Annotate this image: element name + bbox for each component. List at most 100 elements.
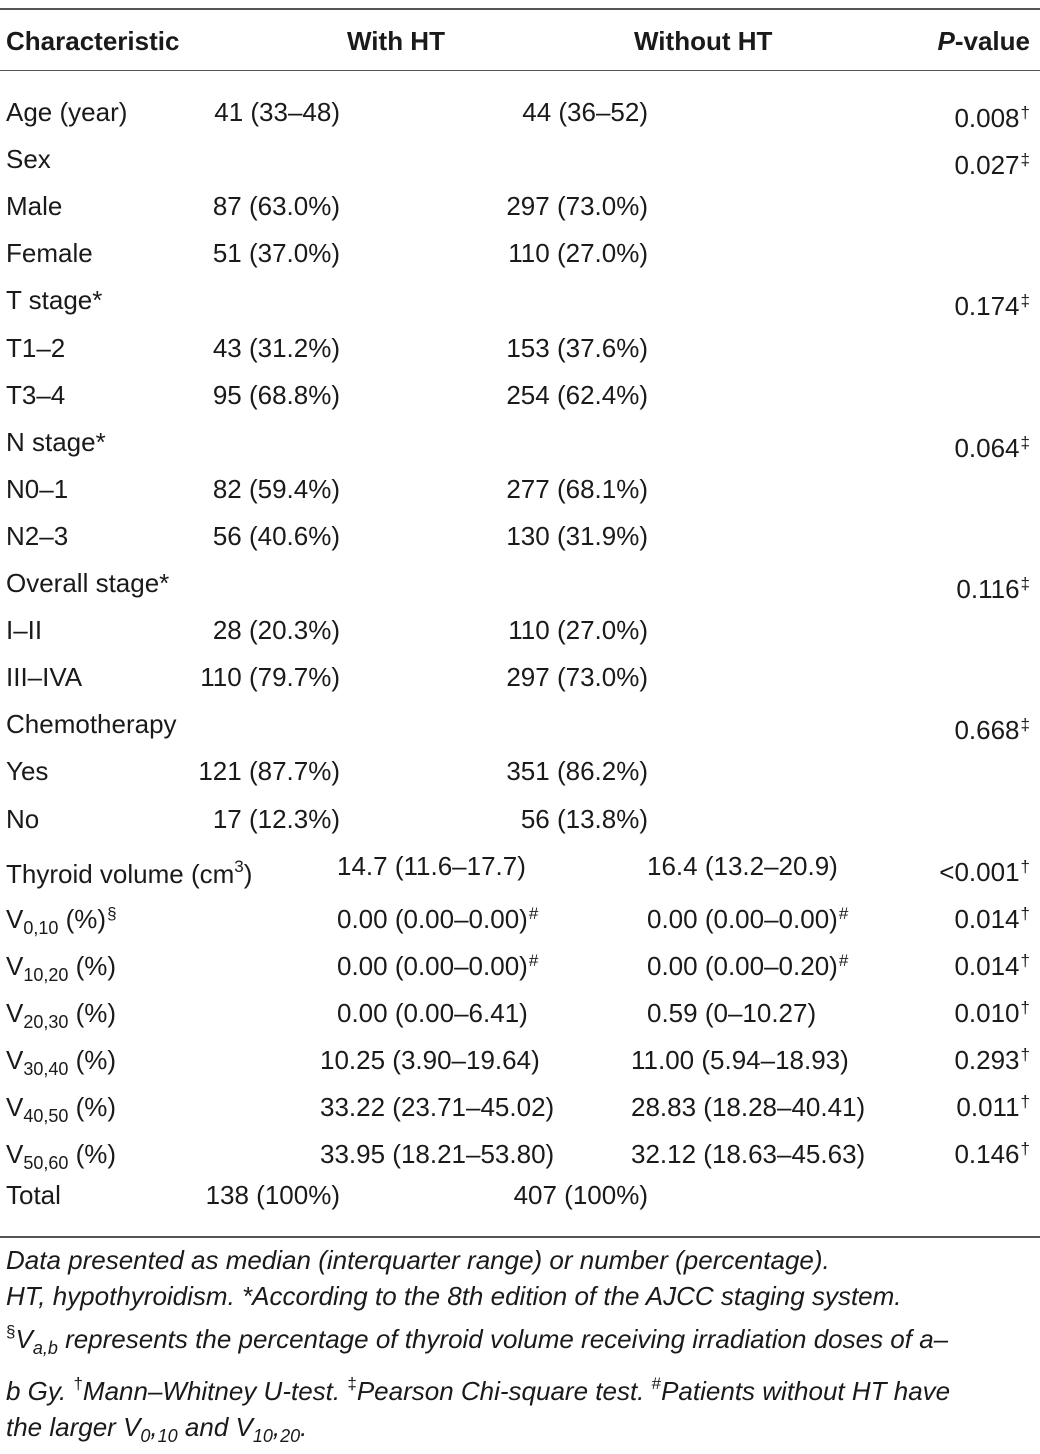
label-v: V: [6, 903, 24, 934]
label-v: V: [6, 1139, 24, 1170]
table-row: V30,40 (%) 10.25 (3.90–19.64) 11.00 (5.94–…: [0, 1031, 1040, 1079]
without-ht-value: 0.00 (0.00–0.20): [647, 950, 838, 981]
table-row: Total 138 (100%) 407 (100%): [0, 1172, 1040, 1219]
p-value-cell: [1029, 607, 1030, 660]
with-ht-cell: 33.22 (23.71–45.02): [320, 1078, 555, 1131]
table-row: N stage* 0.064‡: [0, 419, 1040, 466]
with-ht-value: 82 (59.4%): [212, 473, 340, 504]
table-row: Overall stage* 0.116‡: [0, 560, 1040, 607]
label-v: V: [6, 1045, 24, 1075]
test-mark: †: [1020, 103, 1030, 122]
with-ht-value: 121 (87.7%): [198, 756, 340, 787]
footnote-line-2: HT, hypothyroidism. *According to the 8t…: [6, 1281, 902, 1311]
with-ht-value: 51 (37.0%): [212, 238, 340, 269]
table-row: Yes 121 (87.7%) 351 (86.2%): [0, 748, 1040, 795]
row-label: T1–2: [6, 332, 66, 363]
footnote-line-1: Data presented as median (interquarter r…: [6, 1245, 830, 1275]
with-ht-value: 95 (68.8%): [212, 379, 340, 410]
test-mark: †: [1020, 997, 1030, 1017]
without-ht-value: 277 (68.1%): [506, 473, 648, 504]
p-value-cell: 0.064‡: [954, 419, 1030, 472]
table-row: Age (year) 41 (33–48) 44 (36–52) 0.008†: [0, 89, 1040, 136]
test-mark: ‡: [1020, 150, 1030, 170]
p-value: 0.116: [956, 574, 1020, 604]
row-label: Thyroid volume (cm3): [6, 843, 252, 898]
with-ht-value: 33.95 (18.21–53.80): [320, 1139, 555, 1170]
row-label: Chemotherapy: [6, 709, 177, 740]
label-v: V: [6, 1092, 24, 1123]
p-value: <0.001: [939, 856, 1020, 887]
table-bottom-rule: [0, 1236, 1040, 1238]
p-value: 0.011: [956, 1092, 1020, 1123]
label-suffix: (%): [68, 950, 117, 981]
row-label: Female: [6, 238, 93, 269]
row-label: V30,40 (%): [6, 1031, 117, 1093]
with-ht-mark: #: [528, 950, 539, 970]
p-value-cell: 0.010†: [954, 984, 1030, 1037]
without-ht-value: 297 (73.0%): [506, 191, 648, 222]
row-label: T3–4: [6, 379, 66, 410]
p-value-cell: [1029, 796, 1030, 849]
with-ht-cell: 0.00 (0.00–0.00)#: [337, 937, 538, 990]
table-row: T3–4 95 (68.8%) 254 (62.4%): [0, 372, 1040, 419]
label-sub: 40,50: [23, 1106, 69, 1127]
table-row: N0–1 82 (59.4%) 277 (68.1%): [0, 466, 1040, 513]
footnote-line-4: b Gy. †Mann–Whitney U-test. ‡Pearson Chi…: [6, 1374, 951, 1406]
with-ht-value: 56 (40.6%): [212, 520, 340, 551]
p-value-cell: 0.668‡: [954, 701, 1030, 754]
table-row: T1–2 43 (31.2%) 153 (37.6%): [0, 325, 1040, 372]
p-value: 0.010: [954, 997, 1020, 1028]
label-v: V: [6, 950, 24, 981]
header-p-rest: -value: [954, 26, 1030, 56]
test-mark: †: [1020, 1139, 1030, 1159]
without-ht-value: 407 (100%): [513, 1180, 648, 1211]
with-ht-value: 17 (12.3%): [212, 803, 340, 834]
p-value-cell: 0.146†: [954, 1125, 1030, 1178]
table-top-rule: [0, 8, 1040, 10]
table-row: Female 51 (37.0%) 110 (27.0%): [0, 230, 1040, 277]
table-row: No 17 (12.3%) 56 (13.8%): [0, 796, 1040, 843]
without-ht-value: 16.4 (13.2–20.9): [647, 850, 838, 881]
p-value-cell: 0.014†: [954, 937, 1030, 990]
p-value-cell: [1029, 325, 1030, 378]
p-value-cell: 0.011†: [956, 1078, 1030, 1131]
table-row: I–II 28 (20.3%) 110 (27.0%): [0, 607, 1040, 654]
table-header-row: Characteristic With HT Without HT P-valu…: [0, 16, 1040, 66]
without-ht-mark: #: [838, 950, 849, 970]
without-ht-cell: 28.83 (18.28–40.41): [631, 1078, 866, 1131]
with-ht-value: 138 (100%): [205, 1180, 340, 1211]
without-ht-value: 28.83 (18.28–40.41): [631, 1092, 866, 1123]
row-label: Total: [6, 1180, 61, 1211]
with-ht-value: 41 (33–48): [214, 97, 340, 127]
p-value: 0.293: [954, 1045, 1020, 1075]
row-label: N0–1: [6, 473, 69, 504]
p-value: 0.014: [954, 950, 1020, 981]
test-mark: ‡: [1020, 574, 1030, 593]
header-with-ht: With HT: [347, 26, 445, 56]
label-suffix: (%): [68, 1139, 117, 1170]
table-row: Chemotherapy 0.668‡: [0, 701, 1040, 748]
with-ht-cell: 0.00 (0.00–0.00)#: [337, 890, 538, 943]
without-ht-value: 44 (36–52): [522, 97, 648, 127]
row-label: N stage*: [6, 426, 106, 457]
test-mark: ‡: [1020, 715, 1030, 735]
row-label: V20,30 (%): [6, 984, 117, 1046]
with-ht-value: 33.22 (23.71–45.02): [320, 1092, 555, 1123]
p-value-cell: 0.008†: [954, 89, 1030, 142]
p-value-cell: [1029, 372, 1030, 425]
row-label: T stage*: [6, 285, 103, 316]
test-mark: †: [1020, 856, 1030, 876]
without-ht-cell: 0.59 (0–10.27): [647, 984, 817, 1037]
p-value-cell: [1029, 654, 1030, 707]
p-value: 0.008: [954, 103, 1020, 133]
row-label: Yes: [6, 756, 49, 787]
p-value-cell: [1029, 466, 1030, 519]
table-row: N2–3 56 (40.6%) 130 (31.9%): [0, 513, 1040, 560]
label-sub: 0,10: [23, 917, 59, 938]
p-value-cell: 0.174‡: [954, 277, 1030, 330]
with-ht-value: 43 (31.2%): [212, 332, 340, 363]
table-row: V10,20 (%) 0.00 (0.00–0.00)# 0.00 (0.00–0.…: [0, 937, 1040, 985]
label-suffix: (%): [68, 997, 117, 1028]
with-ht-mark: #: [528, 903, 539, 923]
row-label: Age (year): [6, 97, 128, 127]
